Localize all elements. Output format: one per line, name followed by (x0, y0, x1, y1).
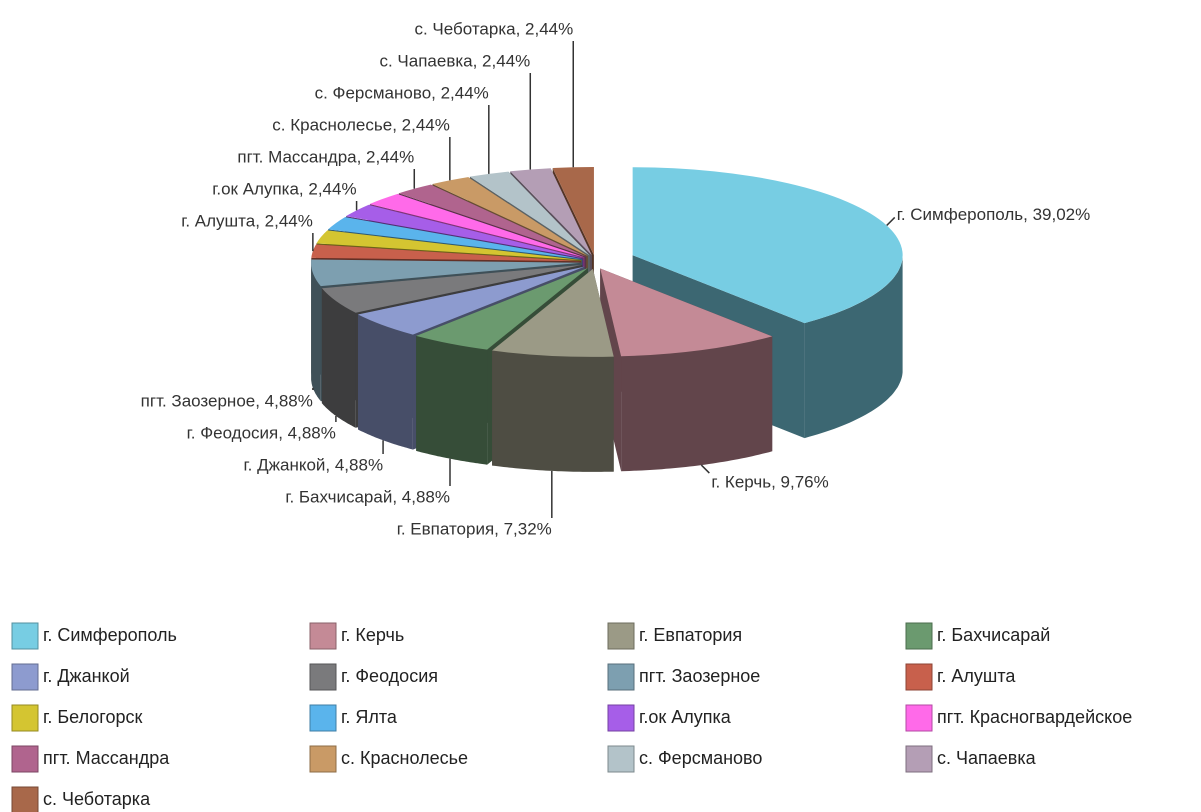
data-label: с. Ферсманово, 2,44% (315, 83, 489, 102)
legend-label: г. Феодосия (341, 666, 438, 686)
data-label: с. Краснолесье, 2,44% (272, 115, 450, 134)
legend-label: пгт. Заозерное (639, 666, 760, 686)
pie (311, 167, 903, 472)
legend-label: г. Бахчисарай (937, 625, 1050, 645)
data-label: г. Феодосия, 4,88% (187, 423, 336, 442)
slice-top (552, 167, 594, 256)
legend-swatch (905, 745, 933, 773)
slice-wall (492, 350, 614, 472)
legend-label: г. Симферополь (43, 625, 177, 645)
slice-top (328, 217, 583, 260)
slice-top (321, 264, 583, 313)
data-label: с. Чапаевка, 2,44% (379, 51, 530, 70)
legend-label: с. Краснолесье (341, 748, 468, 768)
slice-top (346, 204, 584, 259)
legend-swatch (309, 745, 337, 773)
slice-top (492, 268, 614, 357)
legend-swatch (11, 622, 39, 650)
legend-swatch (309, 622, 337, 650)
legend-swatch (309, 704, 337, 732)
data-label: г. Бахчисарай, 4,88% (285, 487, 450, 506)
legend-swatch (11, 704, 39, 732)
legend-label: г. Алушта (937, 666, 1016, 686)
data-label: пгт. Массандра, 2,44% (237, 147, 414, 166)
legend-swatch (607, 663, 635, 691)
data-label: г. Евпатория, 7,32% (397, 519, 552, 538)
legend-swatch (607, 622, 635, 650)
slice-top (311, 259, 582, 287)
leader-line (886, 216, 896, 226)
legend-label: с. Чапаевка (937, 748, 1037, 768)
slice-wall (311, 262, 321, 402)
legend-swatch (905, 704, 933, 732)
data-label: пгт. Заозерное, 4,88% (141, 391, 313, 410)
slice-top (398, 184, 587, 257)
slice-top (369, 193, 585, 258)
slice (492, 268, 614, 472)
legend-label: пгт. Красногвардейское (937, 707, 1132, 727)
slice-top (469, 171, 590, 256)
slice-wall (358, 314, 413, 450)
legend-label: г. Белогорск (43, 707, 143, 727)
data-label: г.ок Алупка, 2,44% (212, 179, 356, 198)
slice-top (311, 244, 582, 262)
slice-top (432, 177, 588, 256)
slice-top (316, 230, 582, 261)
slice-top (510, 168, 592, 256)
legend: г. Симферополь г. Керчь г. Евпатория г. Бах… (11, 622, 1132, 812)
slice (600, 268, 773, 472)
legend-swatch (905, 663, 933, 691)
data-label: с. Чеботарка, 2,44% (414, 19, 573, 38)
slice-wall (804, 255, 903, 439)
data-label: г. Алушта, 2,44% (181, 211, 313, 230)
legend-label: г. Ялта (341, 707, 398, 727)
legend-label: г.ок Алупка (639, 707, 732, 727)
legend-label: с. Чеботарка (43, 789, 151, 809)
slice-wall (621, 336, 773, 472)
legend-label: с. Ферсманово (639, 748, 762, 768)
legend-label: г. Евпатория (639, 625, 742, 645)
leader-line (700, 464, 710, 474)
legend-label: пгт. Массандра (43, 748, 170, 768)
slice-top (600, 268, 773, 357)
slice-top (416, 268, 588, 350)
legend-swatch (607, 745, 635, 773)
legend-label: г. Джанкой (43, 666, 130, 686)
legend-swatch (309, 663, 337, 691)
legend-swatch (607, 704, 635, 732)
slice-top (357, 266, 585, 335)
legend-swatch (11, 786, 39, 812)
slice-wall (416, 335, 488, 465)
legend-swatch (11, 663, 39, 691)
legend-label: г. Керчь (341, 625, 404, 645)
legend-swatch (11, 745, 39, 773)
labels: с. Чеботарка, 2,44% с. Чапаевка, 2,44% с. … (141, 19, 1091, 538)
data-label: г. Керчь, 9,76% (711, 473, 828, 492)
slice-wall (321, 288, 356, 428)
data-label: г. Джанкой, 4,88% (244, 455, 384, 474)
slice-top (632, 167, 903, 324)
legend-swatch (905, 622, 933, 650)
data-label: г. Симферополь, 39,02% (897, 205, 1091, 224)
